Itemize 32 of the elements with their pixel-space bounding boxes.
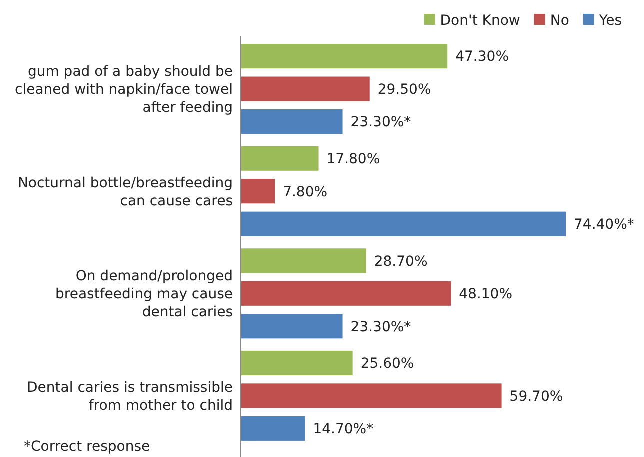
data-label: 47.30% bbox=[456, 49, 510, 66]
data-label: 23.30%* bbox=[350, 319, 412, 336]
bar bbox=[241, 384, 502, 408]
data-label: 25.60% bbox=[360, 356, 414, 372]
data-label: 14.70%* bbox=[313, 422, 374, 438]
data-label: 23.30%* bbox=[350, 114, 412, 131]
bar bbox=[241, 416, 306, 441]
y-tick-label: On demand/prolonged breastfeeding may cause dental caries bbox=[56, 268, 233, 321]
bar bbox=[241, 146, 319, 171]
bar bbox=[241, 110, 343, 134]
bar bbox=[241, 76, 370, 102]
bar bbox=[241, 248, 366, 274]
data-label: 48.10% bbox=[459, 286, 513, 303]
data-label: 17.80% bbox=[326, 152, 380, 168]
text: *Correct response bbox=[24, 439, 150, 455]
data-label: 7.80% bbox=[283, 184, 328, 200]
data-label: 59.70% bbox=[510, 388, 564, 405]
y-tick-label: Dental caries is transmissible from mother to child bbox=[27, 380, 233, 414]
bar bbox=[241, 350, 353, 376]
bar bbox=[241, 281, 452, 306]
legend-label: No bbox=[550, 12, 570, 29]
bar bbox=[241, 314, 343, 339]
y-tick-label: Nocturnal bottle/breastfeeding can cause cares bbox=[18, 175, 233, 210]
data-label: 74.40%* bbox=[574, 216, 634, 233]
data-label: 28.70% bbox=[374, 254, 428, 270]
bar bbox=[241, 179, 276, 204]
legend-label: Don't Know bbox=[440, 12, 520, 29]
y-tick-label: gum pad of a baby should be cleaned with napkin/face towel after feeding bbox=[15, 64, 233, 116]
legend-label: Yes bbox=[598, 12, 622, 29]
data-label: 29.50% bbox=[378, 82, 432, 98]
bar bbox=[241, 212, 566, 236]
bar bbox=[241, 44, 448, 69]
